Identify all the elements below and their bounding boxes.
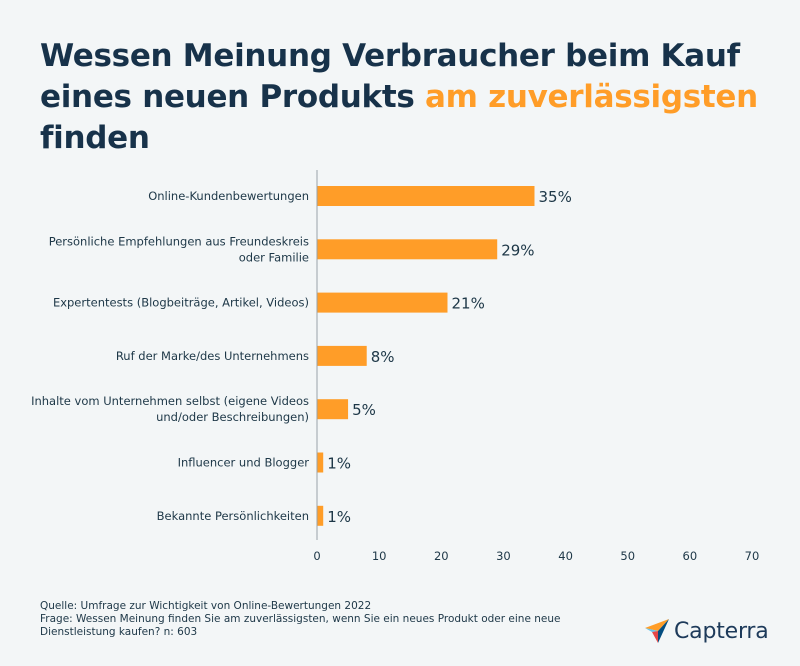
x-tick-label: 50 (620, 549, 635, 563)
x-tick-label: 40 (558, 549, 573, 563)
title-highlight: am zuverlässigsten (425, 79, 758, 115)
bar (317, 399, 349, 420)
x-tick-label: 0 (313, 549, 320, 563)
category-label: Influencer und Blogger (178, 456, 310, 470)
title-part2: finden (40, 120, 150, 156)
bar-chart: Online-Kundenbewertungen Persönliche Empf… (31, 170, 759, 563)
chart-footer: Quelle: Umfrage zur Wichtigkeit von Onli… (40, 600, 600, 639)
x-tick-label: 20 (434, 549, 449, 563)
bar (317, 345, 367, 366)
chart-title: Wessen Meinung Verbraucher beim Kauf ein… (40, 36, 780, 159)
bar (317, 452, 324, 473)
question-note: Frage: Wessen Meinung finden Sie am zuve… (40, 613, 561, 638)
x-tick-label: 60 (683, 549, 698, 563)
bar (317, 239, 498, 260)
x-tick-label: 30 (496, 549, 511, 563)
title-part1: Wessen Meinung Verbraucher beim Kauf ein… (40, 38, 740, 115)
capterra-arrow-icon (645, 619, 669, 643)
data-label: 1% (327, 455, 351, 473)
category-label: Bekannte Persönlichkeiten (157, 509, 309, 523)
x-tick-label: 10 (372, 549, 387, 563)
data-label: 35% (539, 188, 572, 206)
data-label: 1% (327, 508, 351, 526)
category-labels-group: Online-Kundenbewertungen Persönliche Empf… (31, 189, 309, 523)
bar (317, 186, 535, 206)
bar (317, 505, 324, 526)
category-label: Inhalte vom Unternehmen selbst (eigene V… (31, 394, 309, 424)
source-note: Quelle: Umfrage zur Wichtigkeit von Onli… (40, 600, 372, 612)
category-label: Online-Kundenbewertungen (148, 189, 309, 203)
category-label: Persönliche Empfehlungen aus Freundeskre… (49, 234, 309, 264)
capterra-logo-text: Capterra (674, 618, 769, 644)
x-tick-label: 70 (745, 549, 760, 563)
category-label: Ruf der Marke/des Unternehmens (116, 349, 309, 363)
data-label: 29% (501, 241, 534, 259)
x-tick-labels-group: 0 10 20 30 40 50 60 70 (313, 549, 759, 563)
category-label: Expertentests (Blogbeiträge, Artikel, Vi… (53, 296, 309, 310)
data-label: 8% (371, 348, 395, 366)
bar (317, 292, 448, 313)
bars-group (317, 186, 535, 526)
data-labels-group: 35% 29% 21% 8% 5% 1% 1% (327, 188, 572, 526)
data-label: 21% (452, 295, 485, 313)
capterra-logo: Capterra (644, 618, 769, 644)
data-label: 5% (352, 401, 376, 419)
